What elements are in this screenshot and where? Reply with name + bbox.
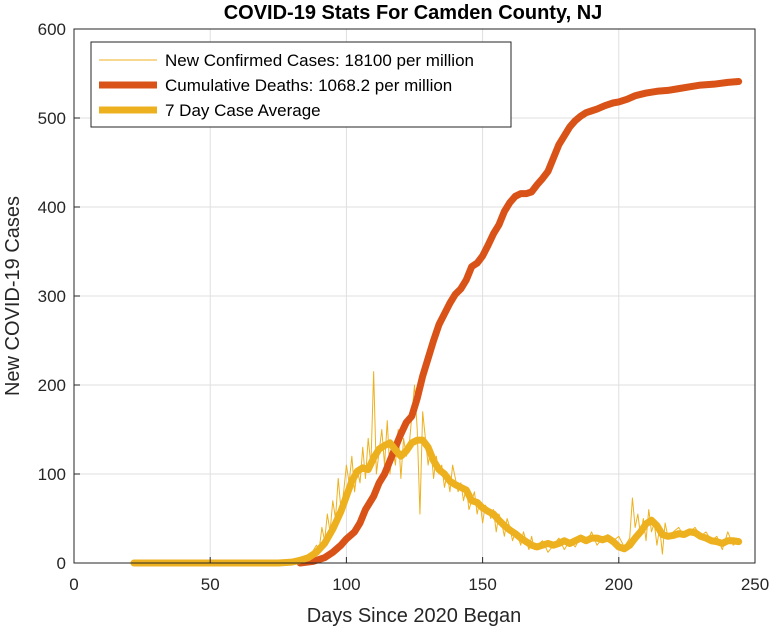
y-tick-label: 500 bbox=[38, 109, 66, 128]
y-tick-label: 100 bbox=[38, 465, 66, 484]
chart-title: COVID-19 Stats For Camden County, NJ bbox=[224, 2, 603, 24]
y-tick-label: 200 bbox=[38, 376, 66, 395]
x-tick-label: 50 bbox=[201, 575, 220, 594]
ticks: 0 50 100 150 200 250 0 100 200 300 400 500 600 bbox=[38, 20, 770, 594]
legend-label: New Confirmed Cases: 18100 per million bbox=[165, 51, 474, 70]
x-tick-label: 250 bbox=[741, 575, 769, 594]
legend-box bbox=[90, 41, 512, 128]
y-tick-label: 400 bbox=[38, 198, 66, 217]
y-tick-label: 300 bbox=[38, 287, 66, 306]
x-tick-label: 200 bbox=[605, 575, 633, 594]
y-axis-label: New COVID-19 Cases bbox=[2, 196, 24, 396]
legend: New Confirmed Cases: 18100 per million Cu… bbox=[90, 41, 512, 128]
legend-label: Cumulative Deaths: 1068.2 per million bbox=[165, 76, 452, 95]
series-line-7-day-case-average bbox=[130, 436, 743, 567]
x-tick-label: 100 bbox=[332, 575, 360, 594]
legend-label: 7 Day Case Average bbox=[165, 101, 321, 120]
x-tick-label: 150 bbox=[468, 575, 496, 594]
y-tick-label: 600 bbox=[38, 20, 66, 39]
series-layer bbox=[130, 78, 743, 567]
series-line-cumulative-deaths-1068-2-per-million bbox=[296, 78, 743, 567]
x-axis-label: Days Since 2020 Began bbox=[307, 605, 522, 627]
x-tick-label: 0 bbox=[69, 575, 78, 594]
y-tick-label: 0 bbox=[57, 554, 66, 573]
